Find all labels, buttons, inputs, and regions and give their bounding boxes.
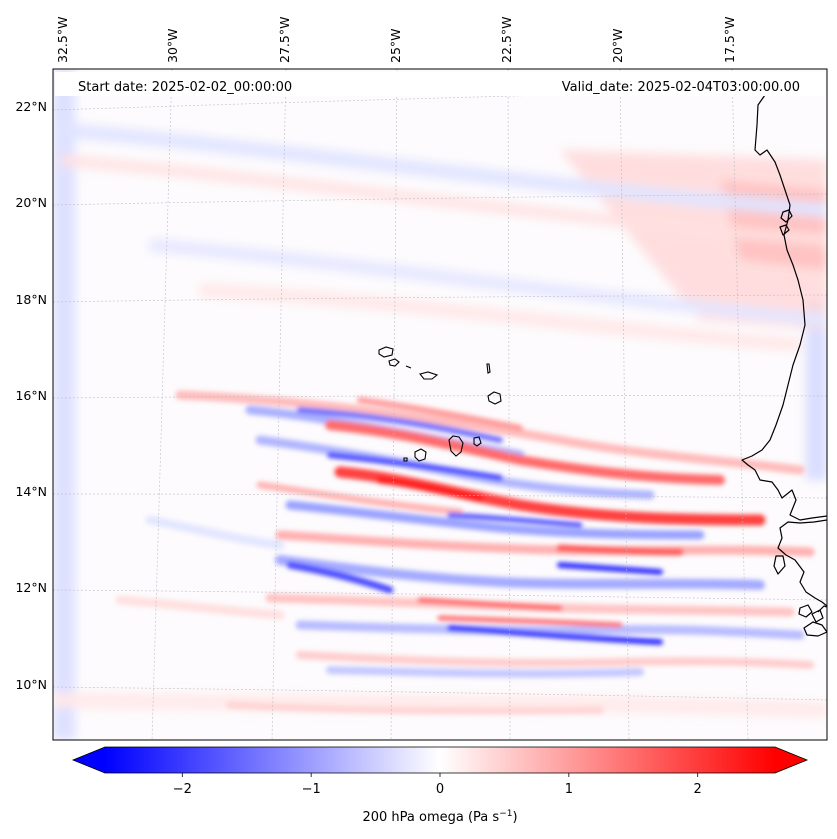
colorbar-variable: 200 hPa omega xyxy=(362,810,463,825)
colorbar-tick-label: −2 xyxy=(173,782,192,797)
colorbar-tick-label: 0 xyxy=(436,782,444,797)
omega-wave-bands xyxy=(115,390,815,715)
lon-tick-label: 27.5°W xyxy=(277,17,292,63)
lat-tick-label: 10°N xyxy=(15,677,47,692)
colorbar-label: 200 hPa omega (Pa s−1) xyxy=(362,809,517,825)
longitude-labels: 32.5°W 30°W 27.5°W 25°W 22.5°W 20°W 17.5… xyxy=(55,17,737,63)
colorbar-units-exponent: −1 xyxy=(499,809,512,819)
colorbar-tick-label: 2 xyxy=(694,782,702,797)
lat-tick-label: 22°N xyxy=(15,99,47,114)
colorbar-tick-label: 1 xyxy=(565,782,573,797)
lat-tick-label: 20°N xyxy=(15,195,47,210)
colorbar-units: Pa s xyxy=(473,810,499,825)
colorbar-extend-min xyxy=(73,747,105,773)
lat-tick-label: 16°N xyxy=(15,388,47,403)
map-border xyxy=(52,68,828,741)
cape-verde-islands xyxy=(378,346,502,462)
colorbar-gradient xyxy=(105,747,775,773)
latitude-labels: 22°N 20°N 18°N 16°N 14°N 12°N 10°N xyxy=(15,99,47,692)
omega-field-broad xyxy=(53,69,827,740)
header-box xyxy=(55,72,825,96)
colorbar-tick-label: −1 xyxy=(302,782,321,797)
lat-tick-label: 18°N xyxy=(15,292,47,307)
map-area[interactable] xyxy=(53,69,827,740)
valid-date-label: Valid_date: 2025-02-04T03:00:00.00 xyxy=(562,80,800,95)
lat-tick-label: 12°N xyxy=(15,580,47,595)
colorbar-extend-max xyxy=(775,747,807,773)
colorbar-ticks: −2 −1 0 1 2 xyxy=(173,773,702,797)
graticule xyxy=(53,69,827,740)
lon-tick-label: 30°W xyxy=(165,28,180,63)
lon-tick-label: 32.5°W xyxy=(55,17,70,63)
start-date-label: Start date: 2025-02-02_00:00:00 xyxy=(78,80,292,95)
lon-tick-label: 20°W xyxy=(610,28,625,63)
lon-tick-label: 17.5°W xyxy=(722,17,737,63)
lon-tick-label: 25°W xyxy=(388,28,403,63)
colorbar: −2 −1 0 1 2 200 hPa omega (Pa s−1) xyxy=(71,746,809,825)
lat-tick-label: 14°N xyxy=(15,484,47,499)
africa-coastline xyxy=(741,94,827,637)
lon-tick-label: 22.5°W xyxy=(499,17,514,63)
colorbar-outline xyxy=(71,746,809,774)
